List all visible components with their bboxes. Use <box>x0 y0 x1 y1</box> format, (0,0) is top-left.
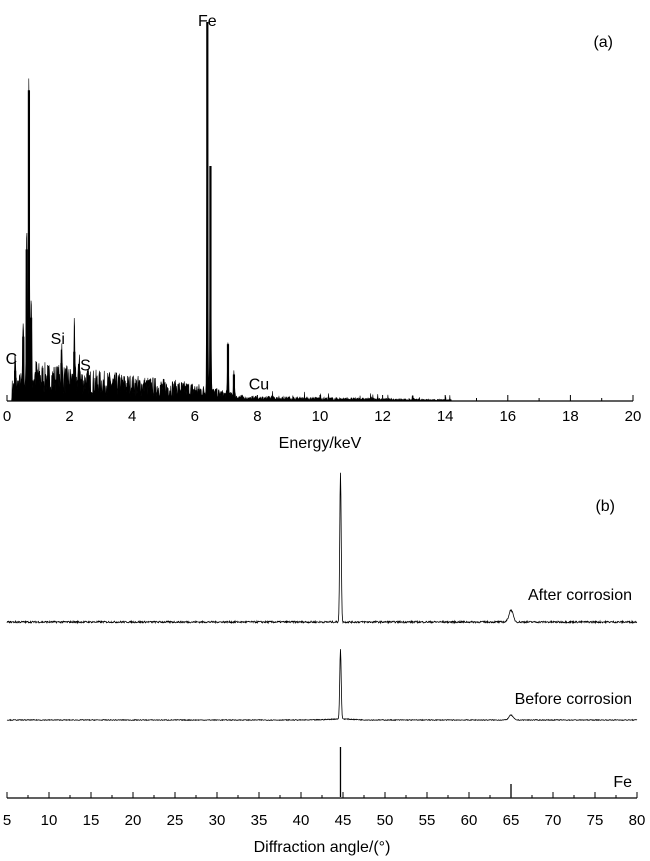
eds-tick-label: 4 <box>128 408 136 425</box>
xrd-series-1: Before corrosion <box>6 649 638 722</box>
panel-label-b: (b) <box>595 498 615 515</box>
eds-peak-label: Cu <box>249 376 269 393</box>
panel-label-a: (a) <box>593 34 613 51</box>
xrd-tick-label: 45 <box>335 812 352 829</box>
xrd-tick-label: 10 <box>41 812 58 829</box>
xrd-tick-label: 75 <box>587 812 604 829</box>
xrd-tick-label: 65 <box>503 812 520 829</box>
xrd-tick-label: 80 <box>629 812 646 829</box>
xrd-tick-label: 25 <box>167 812 184 829</box>
xrd-tick-label: 50 <box>377 812 394 829</box>
eds-tick-label: 2 <box>65 408 73 425</box>
eds-tick-label: 12 <box>374 408 391 425</box>
eds-spectrum-trace <box>10 30 454 402</box>
eds-peak-label: Si <box>51 331 65 348</box>
xrd-series-label: Before corrosion <box>515 691 632 708</box>
xrd-tick-label: 15 <box>83 812 100 829</box>
xrd-tick-label: 70 <box>545 812 562 829</box>
eds-tick-label: 8 <box>253 408 261 425</box>
xrd-tick-label: 5 <box>3 812 11 829</box>
eds-tick-label: 14 <box>437 408 454 425</box>
xrd-series-0: After corrosion <box>6 472 638 625</box>
eds-peak-labels: C Si S Fe Cu <box>6 13 270 393</box>
xrd-tick-label: 60 <box>461 812 478 829</box>
xrd-x-ticks: 5 10 15 20 25 30 35 40 45 50 55 60 65 70 75 80 <box>3 792 646 829</box>
xrd-pattern-line <box>6 472 638 625</box>
xrd-tick-label: 30 <box>209 812 226 829</box>
xrd-tick-label: 20 <box>125 812 142 829</box>
xrd-x-axis-title: Diffraction angle/(°) <box>254 839 391 856</box>
xrd-series: After corrosion Before corrosion Fe <box>6 472 638 797</box>
eds-spectrum-panel: 0 2 4 6 8 10 12 14 16 18 20 C Si S Fe Cu Energy/keV (a… <box>3 13 642 452</box>
eds-peak-label: Fe <box>198 13 217 30</box>
eds-tick-label: 18 <box>562 408 579 425</box>
xrd-tick-label: 40 <box>293 812 310 829</box>
eds-tick-label: 10 <box>312 408 329 425</box>
xrd-series-label: Fe <box>613 774 632 791</box>
xrd-pattern-panel: 5 10 15 20 25 30 35 40 45 50 55 60 65 70 75 80 After co… <box>3 472 646 856</box>
eds-x-ticks: 0 2 4 6 8 10 12 14 16 18 20 <box>3 395 642 425</box>
eds-x-axis-title: Energy/keV <box>279 435 362 452</box>
eds-spectrum <box>10 22 454 402</box>
xrd-series-2: Fe <box>339 747 632 797</box>
eds-peak-label: S <box>80 357 91 374</box>
xrd-pattern-line <box>6 649 638 722</box>
eds-tick-label: 20 <box>625 408 642 425</box>
eds-tick-label: 16 <box>499 408 516 425</box>
eds-peak-label: C <box>6 351 18 368</box>
eds-tick-label: 6 <box>191 408 199 425</box>
eds-tick-label: 0 <box>3 408 11 425</box>
xrd-tick-label: 55 <box>419 812 436 829</box>
xrd-series-label: After corrosion <box>528 587 632 604</box>
xrd-tick-label: 35 <box>251 812 268 829</box>
